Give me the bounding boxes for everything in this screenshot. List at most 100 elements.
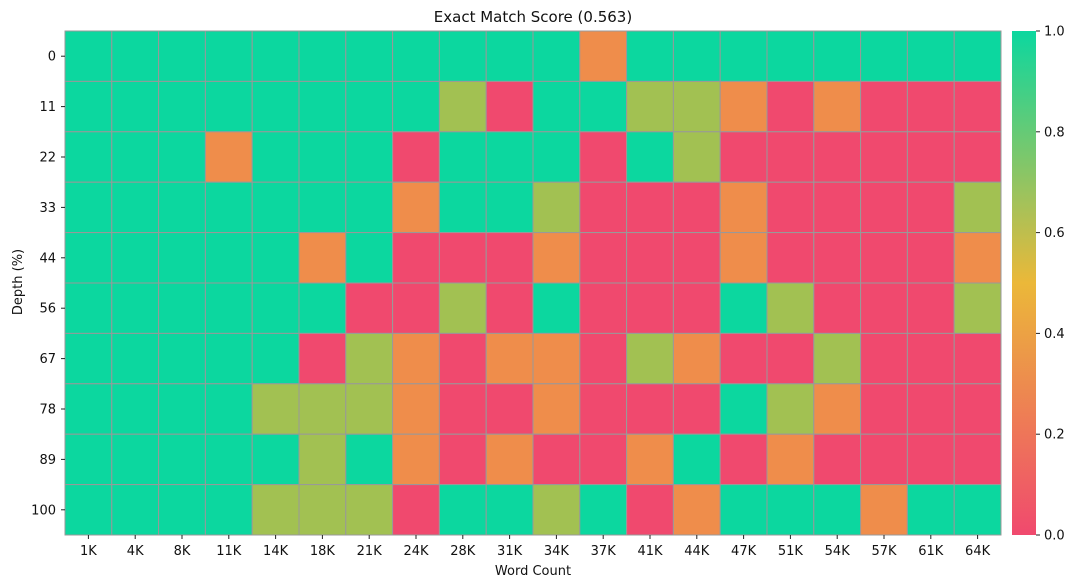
heatmap-cell-r2-c18: [906, 131, 955, 183]
y-tick-label: 33: [39, 201, 56, 216]
heatmap-cell-r5-c11: [579, 282, 628, 334]
heatmap-cell-r1-c11: [579, 80, 628, 133]
heatmap-cell-r1-c4: [251, 80, 300, 133]
heatmap-cell-r8-c15: [766, 433, 815, 486]
heatmap-cell-r6-c7: [392, 332, 440, 385]
heatmap-cell-r7-c14: [719, 383, 768, 435]
heatmap-cell-r2-c15: [766, 131, 815, 183]
heatmap-cell-r5-c8: [438, 282, 487, 334]
heatmap-cell-r6-c16: [813, 332, 862, 385]
heatmap-cell-r9-c18: [906, 484, 955, 536]
heatmap-cell-r4-c14: [719, 232, 768, 284]
heatmap-cell-r2-c1: [111, 131, 160, 183]
heatmap-cell-r6-c2: [158, 332, 206, 385]
heatmap-cell-r9-c14: [719, 484, 768, 536]
heatmap-cell-r6-c3: [204, 332, 253, 385]
heatmap-cell-r6-c8: [438, 332, 487, 385]
heatmap-cell-r3-c17: [860, 181, 908, 234]
y-tick-label: 22: [39, 151, 56, 166]
heatmap-cell-r9-c19: [953, 484, 1002, 536]
colorbar-tick-label: 0.4: [1044, 327, 1065, 342]
heatmap-cell-r1-c15: [766, 80, 815, 133]
heatmap-cell-r8-c19: [953, 433, 1002, 486]
heatmap-cell-r3-c14: [719, 181, 768, 234]
heatmap-cell-r8-c14: [719, 433, 768, 486]
heatmap-cell-r4-c17: [860, 232, 908, 284]
heatmap-cell-r3-c18: [906, 181, 955, 234]
heatmap-cell-r9-c16: [813, 484, 862, 536]
heatmap-cell-r9-c0: [64, 484, 113, 536]
heatmap-cell-r9-c7: [392, 484, 440, 536]
y-tick-label: 67: [39, 352, 56, 367]
heatmap-cell-r3-c16: [813, 181, 862, 234]
heatmap-cell-r4-c16: [813, 232, 862, 284]
heatmap-cell-r1-c2: [158, 80, 206, 133]
y-tick-label: 56: [39, 302, 56, 317]
heatmap-cell-r8-c6: [345, 433, 394, 486]
x-axis-label: Word Count: [495, 564, 571, 579]
heatmap-cell-r3-c1: [111, 181, 160, 234]
heatmap-cell-r0-c6: [345, 30, 394, 82]
heatmap-cell-r8-c12: [626, 433, 674, 486]
heatmap-cell-r5-c16: [813, 282, 862, 334]
heatmap-cell-r8-c0: [64, 433, 113, 486]
colorbar-gradient: [1012, 31, 1036, 535]
heatmap-cell-r0-c1: [111, 30, 160, 82]
heatmap-cell-r2-c6: [345, 131, 394, 183]
heatmap-cell-r1-c18: [906, 80, 955, 133]
heatmap-cell-r2-c2: [158, 131, 206, 183]
heatmap-cell-r2-c3: [204, 131, 253, 183]
heatmap-cell-r7-c18: [906, 383, 955, 435]
heatmap-cell-r2-c17: [860, 131, 908, 183]
heatmap-cell-r1-c5: [298, 80, 347, 133]
heatmap-cell-r6-c17: [860, 332, 908, 385]
heatmap-cell-r0-c7: [392, 30, 440, 82]
heatmap-cell-r0-c9: [485, 30, 534, 82]
x-tick-label: 61K: [918, 544, 944, 559]
heatmap-cell-r7-c15: [766, 383, 815, 435]
heatmap-cell-r1-c12: [626, 80, 674, 133]
heatmap-cell-r3-c10: [532, 181, 581, 234]
x-tick-label: 44K: [684, 544, 710, 559]
heatmap-cell-r6-c14: [719, 332, 768, 385]
heatmap-cell-r6-c4: [251, 332, 300, 385]
heatmap-cell-r8-c17: [860, 433, 908, 486]
chart-title: Exact Match Score (0.563): [434, 8, 632, 26]
heatmap-cell-r9-c12: [626, 484, 674, 536]
heatmap-cell-r5-c4: [251, 282, 300, 334]
heatmap-cell-r9-c9: [485, 484, 534, 536]
heatmap-cell-r0-c8: [438, 30, 487, 82]
heatmap-cell-r0-c12: [626, 30, 674, 82]
heatmap-cell-r9-c10: [532, 484, 581, 536]
heatmap-cell-r6-c5: [298, 332, 347, 385]
heatmap-cell-r4-c5: [298, 232, 347, 284]
heatmap-cell-r9-c11: [579, 484, 628, 536]
heatmap-cell-r0-c17: [860, 30, 908, 82]
x-tick-label: 28K: [450, 544, 476, 559]
heatmap-cell-r0-c10: [532, 30, 581, 82]
heatmap-cell-r4-c3: [204, 232, 253, 284]
heatmap-cell-r4-c6: [345, 232, 394, 284]
x-tick-label: 47K: [731, 544, 757, 559]
heatmap-cell-r5-c7: [392, 282, 440, 334]
heatmap-cell-r5-c6: [345, 282, 394, 334]
heatmap-cell-r6-c15: [766, 332, 815, 385]
heatmap-cell-r7-c16: [813, 383, 862, 435]
x-axis-ticks: 1K 4K 8K 11K 14K 18K 21K 24K 28K 31K 34K 37K 41K 44K 4…: [80, 535, 991, 559]
heatmap-cell-r7-c1: [111, 383, 160, 435]
heatmap-cell-r1-c13: [672, 80, 721, 133]
heatmap-cell-r3-c12: [626, 181, 674, 234]
heatmap-cell-r5-c2: [158, 282, 206, 334]
heatmap-cell-r4-c8: [438, 232, 487, 284]
heatmap-cell-r3-c2: [158, 181, 206, 234]
heatmap-cell-r8-c10: [532, 433, 581, 486]
heatmap-cell-r2-c7: [392, 131, 440, 183]
heatmap-cell-r6-c10: [532, 332, 581, 385]
colorbar-tick-label: 0.6: [1044, 226, 1065, 241]
heatmap-cell-r8-c18: [906, 433, 955, 486]
heatmap-cell-r2-c13: [672, 131, 721, 183]
x-tick-label: 37K: [591, 544, 617, 559]
heatmap-cell-r7-c12: [626, 383, 674, 435]
